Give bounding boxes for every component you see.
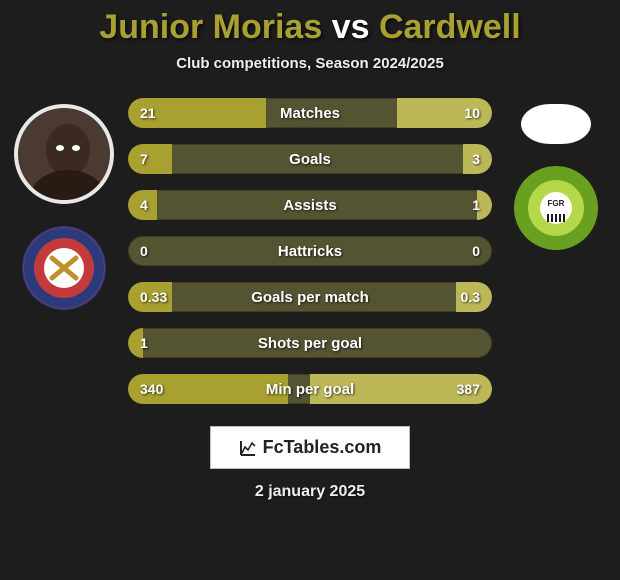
player2-avatar [521, 104, 591, 144]
footer: FcTables.com 2 january 2025 [0, 426, 620, 501]
crest-icon [22, 226, 106, 310]
stat-row: 73Goals [128, 144, 492, 174]
content-area: 2110Matches 73Goals 41Assists 00Hattricks 0.… [0, 98, 620, 420]
stat-metric-label: Goals per match [128, 282, 492, 312]
comparison-title: Junior Morias vs Cardwell [0, 0, 620, 47]
player1-club-crest [22, 226, 106, 310]
stat-row: 1Shots per goal [128, 328, 492, 358]
right-side: FGR [500, 98, 612, 420]
stat-metric-label: Hattricks [128, 236, 492, 266]
stat-metric-label: Goals [128, 144, 492, 174]
stat-row: 0.330.3Goals per match [128, 282, 492, 312]
left-side [8, 98, 120, 420]
crest-icon: FGR [514, 166, 598, 250]
svg-text:FGR: FGR [548, 199, 565, 208]
stat-row: 00Hattricks [128, 236, 492, 266]
stat-row: 41Assists [128, 190, 492, 220]
vs-separator: vs [332, 8, 370, 46]
stat-metric-label: Shots per goal [128, 328, 492, 358]
date-text: 2 january 2025 [255, 483, 365, 501]
stat-metric-label: Matches [128, 98, 492, 128]
stat-bars: 2110Matches 73Goals 41Assists 00Hattricks 0.… [120, 98, 500, 420]
subtitle: Club competitions, Season 2024/2025 [0, 55, 620, 72]
player2-name: Cardwell [379, 8, 521, 46]
avatar-placeholder-icon [18, 108, 114, 204]
brand-icon [239, 439, 257, 457]
stat-metric-label: Assists [128, 190, 492, 220]
player2-club-crest: FGR [514, 166, 598, 250]
brand-text: FcTables.com [263, 437, 382, 458]
brand-badge: FcTables.com [210, 426, 411, 469]
player1-avatar [14, 104, 114, 204]
stat-metric-label: Min per goal [128, 374, 492, 404]
stat-row: 340387Min per goal [128, 374, 492, 404]
stat-row: 2110Matches [128, 98, 492, 128]
player1-name: Junior Morias [99, 8, 322, 46]
